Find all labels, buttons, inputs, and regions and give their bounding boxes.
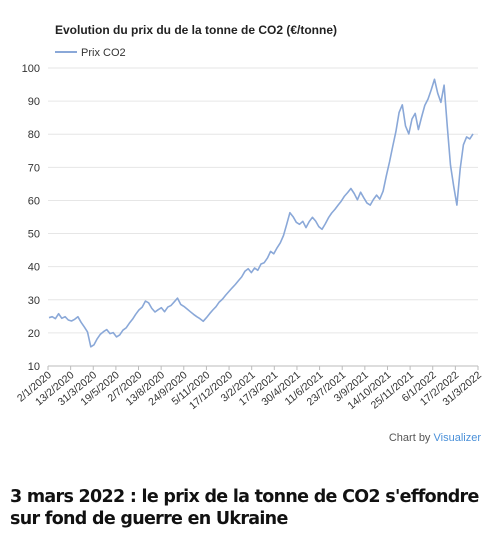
y-tick-label: 70 [28,162,40,174]
y-tick-label: 50 [28,229,40,241]
series-line-prix-co2 [48,78,474,348]
y-axis-ticks: 10 20 30 40 50 60 70 80 90 100 [22,63,40,373]
y-tick-label: 20 [28,328,40,340]
legend: Prix CO2 [55,47,126,59]
x-axis-ticks: 2/1/202013/2/202031/3/202019/5/20202/7/2… [15,366,484,412]
credit-brand-link[interactable]: Visualizer [433,432,482,444]
co2-price-chart: Evolution du prix du de la tonne de CO2 … [15,23,484,412]
y-tick-label: 90 [28,96,40,108]
y-tick-label: 30 [28,295,40,307]
gridlines [48,67,478,367]
article-caption: 3 mars 2022 : le prix de la tonne de CO2… [10,487,479,529]
y-tick-label: 10 [28,361,40,373]
y-tick-label: 80 [28,129,40,141]
legend-label: Prix CO2 [81,47,126,59]
y-tick-label: 100 [22,63,40,75]
credit-prefix: Chart by [388,432,434,444]
chart-credit: Chart by Visualizer [389,432,481,444]
y-tick-label: 60 [28,195,40,207]
y-tick-label: 40 [28,262,40,274]
chart-title: Evolution du prix du de la tonne de CO2 … [55,23,337,37]
